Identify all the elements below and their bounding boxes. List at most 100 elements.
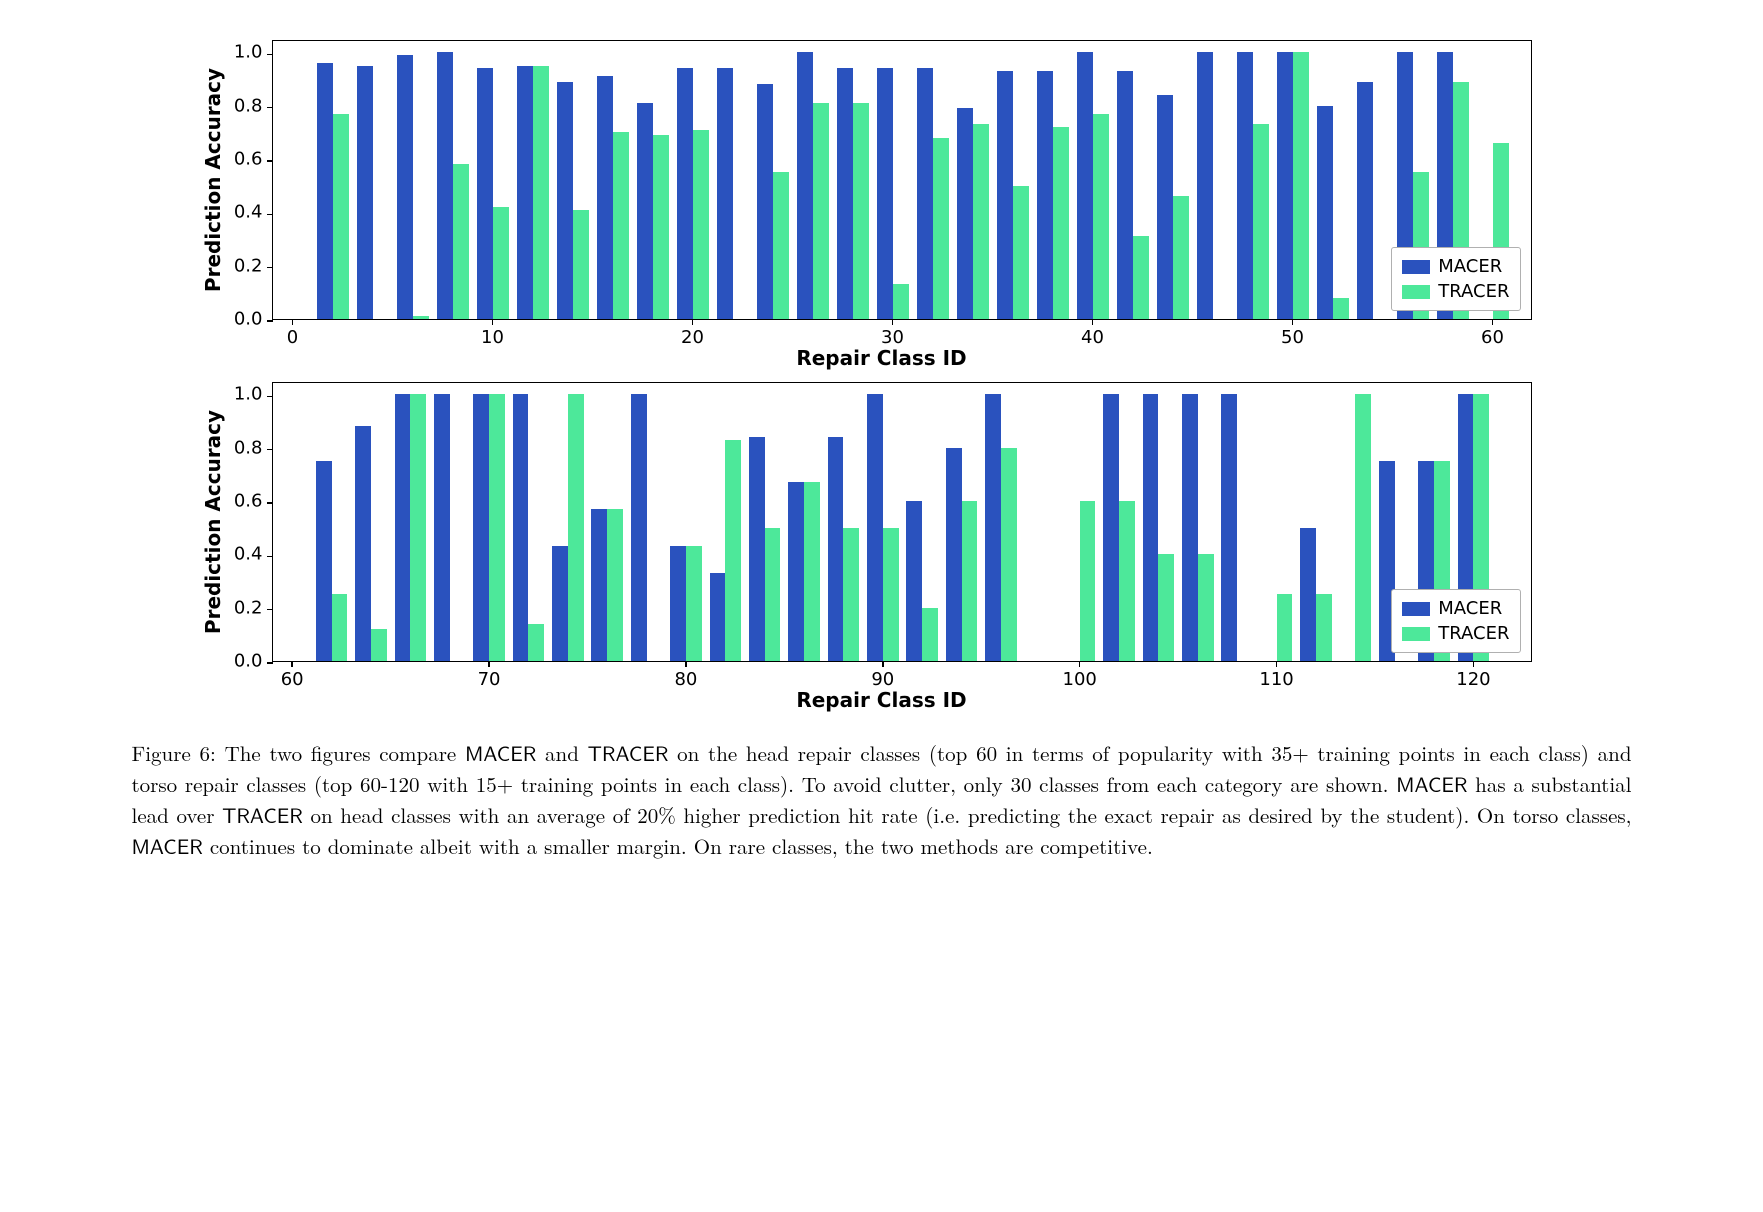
bottom-tracer-bar bbox=[568, 394, 584, 661]
top-macer-bar bbox=[477, 68, 493, 319]
bottom-tracer-bar bbox=[765, 528, 781, 661]
bottom-macer-bar bbox=[631, 394, 647, 661]
caption-sf-3: TRACER bbox=[222, 800, 303, 830]
top-macer-bar bbox=[437, 52, 453, 319]
bottom-legend-swatch bbox=[1402, 602, 1430, 616]
top-tracer-bar bbox=[453, 164, 469, 319]
top-legend-label: TRACER bbox=[1438, 281, 1509, 302]
top-tracer-bar bbox=[773, 172, 789, 319]
bottom-tracer-bar bbox=[1001, 448, 1017, 661]
bottom-macer-bar bbox=[710, 573, 726, 661]
bottom-macer-bar bbox=[591, 509, 607, 661]
bottom-macer-bar bbox=[985, 394, 1001, 661]
caption-text-1: and bbox=[536, 738, 587, 768]
bottom-legend-row: TRACER bbox=[1402, 621, 1509, 646]
bottom-legend-label: TRACER bbox=[1438, 623, 1509, 644]
bottom-tracer-bar bbox=[962, 501, 978, 661]
caption-sf-1: TRACER bbox=[588, 738, 669, 768]
caption-sf-4: MACER bbox=[132, 831, 203, 861]
top-macer-bar bbox=[1157, 95, 1173, 319]
bottom-tracer-bar bbox=[371, 629, 387, 661]
top-macer-bar bbox=[597, 76, 613, 319]
top-tracer-bar bbox=[413, 316, 429, 319]
bottom-macer-bar bbox=[513, 394, 529, 661]
bottom-tracer-bar bbox=[883, 528, 899, 661]
bottom-tracer-bar bbox=[686, 546, 702, 661]
top-macer-bar bbox=[1237, 52, 1253, 319]
top-tracer-bar bbox=[1093, 114, 1109, 319]
top-macer-bar bbox=[757, 84, 773, 319]
caption-text-4: on head classes with an average of 20% h… bbox=[303, 800, 1632, 830]
bottom-tracer-bar bbox=[1355, 394, 1371, 661]
top-macer-bar bbox=[1037, 71, 1053, 319]
bottom-ytick-label: 1.0 bbox=[234, 384, 273, 405]
top-legend-label: MACER bbox=[1438, 256, 1502, 277]
top-legend-swatch bbox=[1402, 260, 1430, 274]
bottom-tracer-bar bbox=[1316, 594, 1332, 661]
bottom-macer-bar bbox=[355, 426, 371, 661]
top-ytick-label: 0.4 bbox=[234, 202, 273, 223]
top-legend-swatch bbox=[1402, 285, 1430, 299]
caption-text-0: The two figures compare bbox=[225, 738, 465, 768]
top-macer-bar bbox=[1317, 106, 1333, 319]
top-ytick-label: 0.6 bbox=[234, 149, 273, 170]
bottom-legend-swatch bbox=[1402, 627, 1430, 641]
bottom-tracer-bar bbox=[1080, 501, 1096, 661]
bottom-macer-bar bbox=[1103, 394, 1119, 661]
top-macer-bar bbox=[637, 103, 653, 319]
caption-sf-2: MACER bbox=[1396, 769, 1467, 799]
bottom-macer-bar bbox=[749, 437, 765, 661]
top-ytick-label: 0.2 bbox=[234, 255, 273, 276]
caption-sf-0: MACER bbox=[465, 738, 536, 768]
top-tracer-bar bbox=[693, 130, 709, 319]
top-ytick-label: 0.8 bbox=[234, 95, 273, 116]
bottom-tracer-bar bbox=[528, 624, 544, 661]
figure-caption: Figure 6: The two figures compare MACER … bbox=[132, 738, 1632, 862]
top-chart-plot: Prediction Accuracy 0.00.20.40.60.81.001… bbox=[272, 40, 1532, 320]
bottom-tracer-bar bbox=[804, 482, 820, 661]
top-macer-bar bbox=[1117, 71, 1133, 319]
bottom-macer-bar bbox=[867, 394, 883, 661]
top-ytick-label: 0.0 bbox=[234, 309, 273, 330]
bottom-chart-xlabel: Repair Class ID bbox=[182, 688, 1582, 712]
top-ytick-label: 1.0 bbox=[234, 42, 273, 63]
top-tracer-bar bbox=[653, 135, 669, 319]
top-legend-row: TRACER bbox=[1402, 279, 1509, 304]
bottom-chart-plot: Prediction Accuracy 0.00.20.40.60.81.060… bbox=[272, 382, 1532, 662]
top-macer-bar bbox=[357, 66, 373, 319]
top-legend-row: MACER bbox=[1402, 254, 1509, 279]
bottom-ytick-label: 0.6 bbox=[234, 491, 273, 512]
top-tracer-bar bbox=[1333, 298, 1349, 319]
bottom-macer-bar bbox=[473, 394, 489, 661]
bottom-macer-bar bbox=[395, 394, 411, 661]
bottom-tracer-bar bbox=[843, 528, 859, 661]
top-chart-xlabel: Repair Class ID bbox=[182, 346, 1582, 370]
caption-text-5: continues to dominate albeit with a smal… bbox=[203, 831, 1153, 861]
bottom-legend-row: MACER bbox=[1402, 596, 1509, 621]
bottom-macer-bar bbox=[670, 546, 686, 661]
top-macer-bar bbox=[517, 66, 533, 319]
top-tracer-bar bbox=[1013, 186, 1029, 319]
bottom-ytick-label: 0.4 bbox=[234, 544, 273, 565]
bottom-tracer-bar bbox=[332, 594, 348, 661]
bottom-chart-ylabel: Prediction Accuracy bbox=[201, 410, 225, 634]
bottom-legend-label: MACER bbox=[1438, 598, 1502, 619]
top-tracer-bar bbox=[853, 103, 869, 319]
top-macer-bar bbox=[317, 63, 333, 319]
top-macer-bar bbox=[917, 68, 933, 319]
caption-label: Figure 6: bbox=[132, 738, 216, 768]
top-tracer-bar bbox=[1253, 124, 1269, 319]
top-tracer-bar bbox=[973, 124, 989, 319]
bottom-tracer-bar bbox=[489, 394, 505, 661]
bottom-macer-bar bbox=[906, 501, 922, 661]
bottom-tracer-bar bbox=[1198, 554, 1214, 661]
bottom-tracer-bar bbox=[607, 509, 623, 661]
bottom-tracer-bar bbox=[1119, 501, 1135, 661]
bottom-macer-bar bbox=[316, 461, 332, 661]
top-tracer-bar bbox=[333, 114, 349, 319]
bottom-tracer-bar bbox=[725, 440, 741, 661]
bottom-tracer-bar bbox=[922, 608, 938, 661]
top-macer-bar bbox=[1357, 82, 1373, 319]
bottom-macer-bar bbox=[946, 448, 962, 661]
top-tracer-bar bbox=[493, 207, 509, 319]
